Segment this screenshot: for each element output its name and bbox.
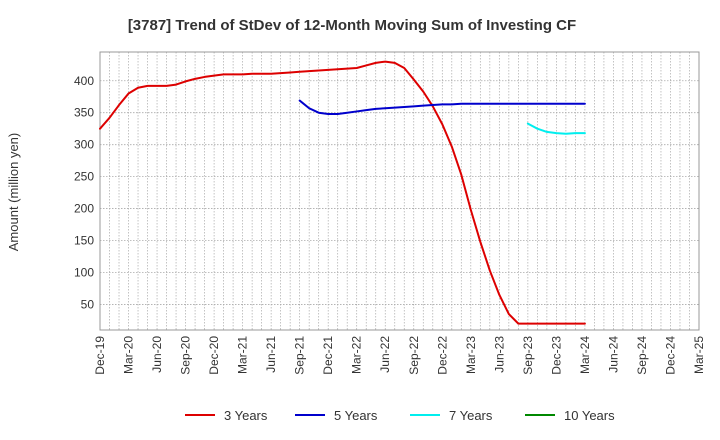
- x-tick-label: Dec-19: [93, 336, 107, 375]
- legend-label: 7 Years: [449, 408, 493, 423]
- x-tick-label: Mar-22: [350, 336, 364, 374]
- x-tick-label: Sep-22: [407, 336, 421, 375]
- y-tick-label: 100: [74, 265, 94, 279]
- y-tick-label: 250: [74, 170, 94, 184]
- x-tick-label: Dec-21: [321, 336, 335, 375]
- y-tick-label: 150: [74, 234, 94, 248]
- y-tick-label: 50: [81, 297, 95, 311]
- y-tick-label: 400: [74, 74, 94, 88]
- series-line: [298, 99, 586, 115]
- legend-label: 10 Years: [564, 408, 615, 423]
- x-tick-label: Dec-22: [435, 336, 449, 375]
- y-tick-label: 200: [74, 202, 94, 216]
- x-tick-label: Jun-20: [150, 336, 164, 373]
- x-tick-label: Sep-21: [293, 336, 307, 375]
- plot-frame: [99, 51, 700, 331]
- plot-area: [100, 52, 699, 330]
- x-tick-label: Sep-20: [179, 336, 193, 375]
- x-tick-label: Jun-23: [492, 336, 506, 373]
- y-tick-label: 300: [74, 138, 94, 152]
- legend-label: 3 Years: [224, 408, 268, 423]
- series-line: [99, 60, 586, 325]
- x-tick-labels: Dec-19 Mar-20 Jun-20 Sep-20 Dec-20 Mar-21 Jun-…: [93, 336, 706, 375]
- legend-label: 5 Years: [334, 408, 378, 423]
- y-tick-label: 350: [74, 106, 94, 120]
- x-tick-label: Dec-20: [207, 336, 221, 375]
- y-tick-labels: 50 100 150 200 250 300 350 400: [74, 74, 94, 312]
- series-line: [526, 122, 586, 135]
- x-tick-label: Sep-24: [635, 336, 649, 375]
- grid: [100, 52, 699, 330]
- x-tick-label: Mar-25: [692, 336, 706, 374]
- series-lines: [99, 60, 586, 325]
- x-tick-label: Mar-24: [578, 336, 592, 374]
- x-tick-label: Sep-23: [521, 336, 535, 375]
- x-tick-label: Jun-22: [378, 336, 392, 373]
- y-axis-label: Amount (million yen): [6, 133, 21, 252]
- x-tick-label: Dec-24: [663, 336, 677, 375]
- x-tick-label: Mar-21: [236, 336, 250, 374]
- legend: 3 Years 5 Years 7 Years 10 Years: [185, 408, 615, 423]
- x-tick-label: Jun-21: [264, 336, 278, 373]
- x-tick-label: Jun-24: [606, 336, 620, 373]
- x-tick-label: Mar-23: [464, 336, 478, 374]
- x-tick-label: Mar-20: [122, 336, 136, 374]
- x-tick-label: Dec-23: [549, 336, 563, 375]
- chart-title: [3787] Trend of StDev of 12-Month Moving…: [128, 17, 576, 34]
